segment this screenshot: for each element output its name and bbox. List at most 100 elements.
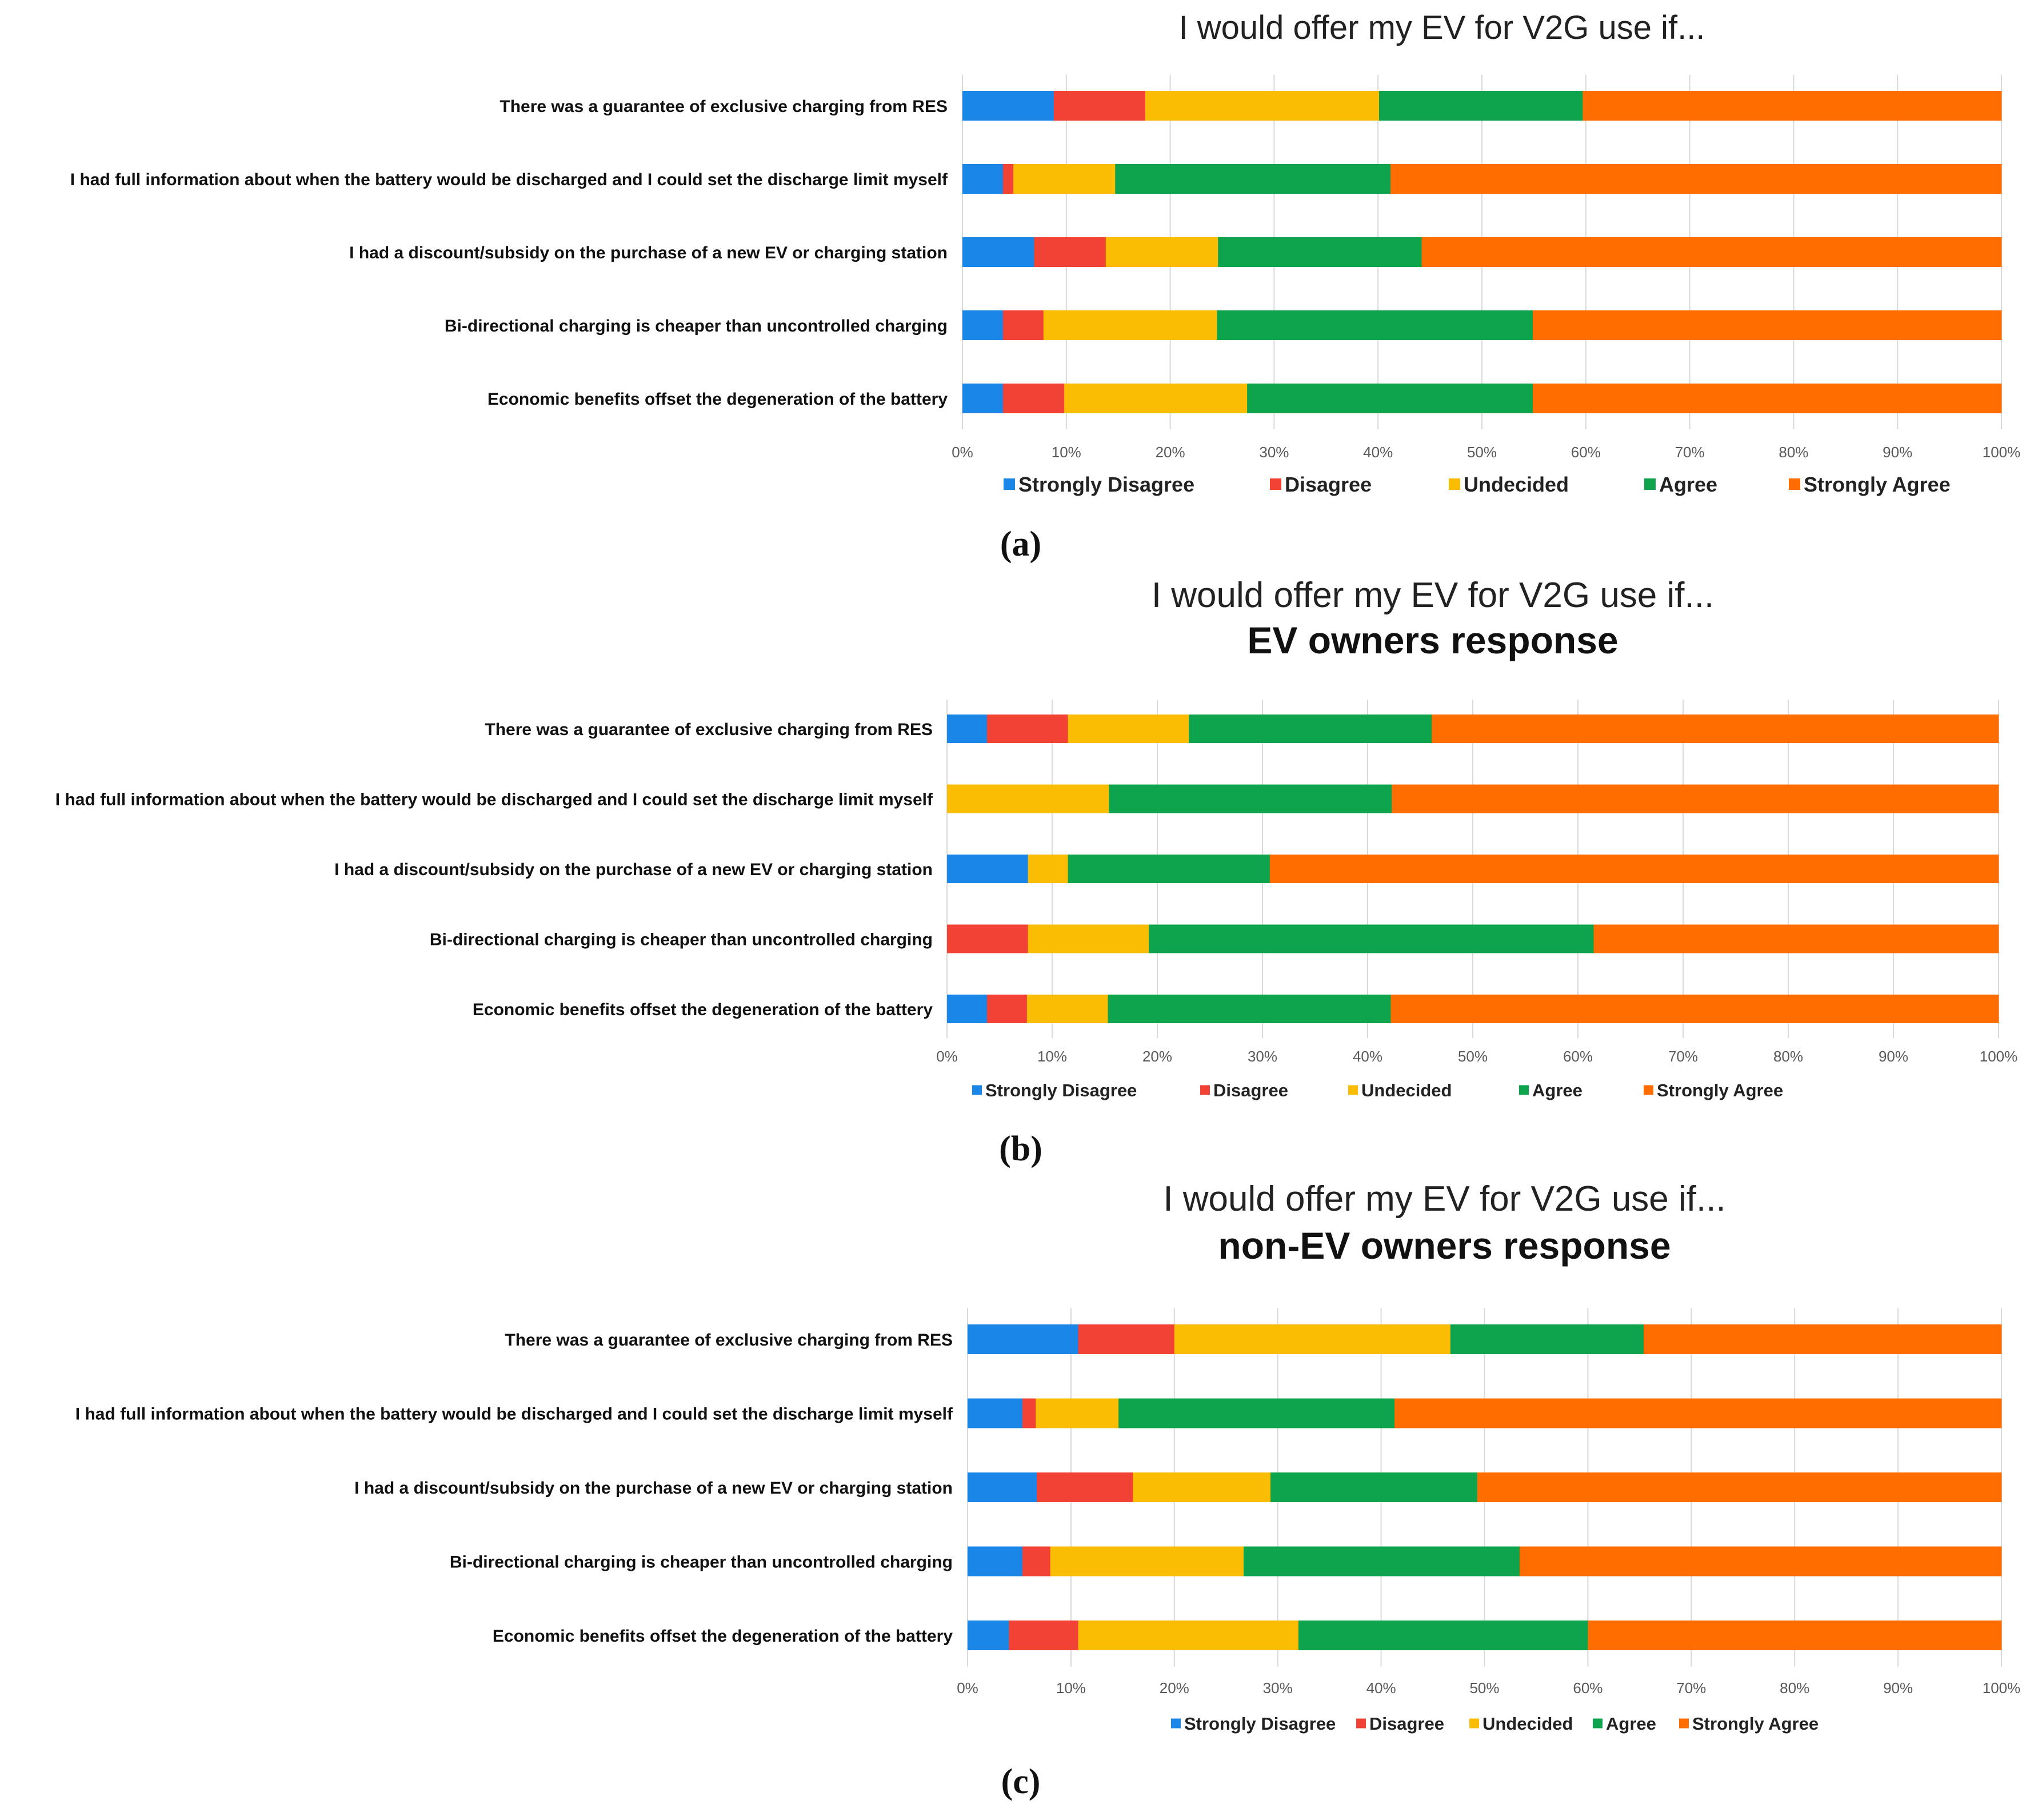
bar-segment [962, 237, 1034, 267]
bar-segment [1149, 924, 1595, 953]
bar-segment [1533, 384, 2002, 413]
x-tick-label: 100% [1980, 1048, 2018, 1065]
legend-label: Strongly Disagree [985, 1080, 1137, 1100]
legend-label: Undecided [1361, 1080, 1452, 1100]
x-tick-label: 10% [1037, 1048, 1067, 1065]
bar-segment [968, 1398, 1023, 1428]
category-label: Bi-directional charging is cheaper than … [430, 930, 933, 949]
x-tick-label: 40% [1363, 444, 1393, 461]
legend-swatch [1789, 478, 1800, 490]
bar-segment [1068, 715, 1189, 743]
x-tick-label: 50% [1458, 1048, 1488, 1065]
bar-segment [1109, 784, 1392, 813]
category-label: Bi-directional charging is cheaper than … [445, 317, 948, 336]
bar-segment [986, 995, 1028, 1023]
bar-segment [1298, 1621, 1588, 1650]
bar-segment [1118, 1398, 1395, 1428]
bar-segment [1145, 91, 1380, 121]
x-tick-label: 10% [1052, 444, 1081, 461]
legend-label: Strongly Disagree [1018, 473, 1194, 496]
bar-segment [1068, 855, 1270, 883]
x-tick-label: 90% [1879, 1048, 1908, 1065]
legend-swatch [972, 1085, 982, 1095]
x-tick-label: 40% [1353, 1048, 1382, 1065]
bar-segment [1379, 91, 1583, 121]
bar-segment [1390, 995, 1999, 1023]
category-label: I had a discount/subsidy on the purchase… [349, 244, 948, 262]
bar-segment [1043, 310, 1217, 340]
x-tick-label: 0% [936, 1048, 958, 1065]
chart-panel-c: I would offer my EV for V2G use if... non… [75, 1179, 2021, 1801]
bar-segment [1247, 384, 1533, 413]
bar-segment [1064, 384, 1248, 413]
x-tick-label: 60% [1563, 1048, 1593, 1065]
category-label: There was a guarantee of exclusive charg… [505, 1331, 953, 1350]
bar-segment [1028, 924, 1149, 953]
panel-label: (a) [1000, 525, 1041, 564]
x-tick-label: 0% [952, 444, 973, 461]
legend-label: Disagree [1369, 1714, 1444, 1734]
chart-title: I would offer my EV for V2G use if... [1179, 9, 1705, 46]
bar-segment [1477, 1472, 2002, 1502]
x-tick-label: 60% [1571, 444, 1601, 461]
x-tick-label: 70% [1668, 1048, 1698, 1065]
category-label: Economic benefits offset the degeneratio… [493, 1627, 953, 1646]
x-tick-label: 20% [1156, 444, 1185, 461]
legend-label: Agree [1532, 1080, 1583, 1100]
bar-segment [1133, 1472, 1271, 1502]
bar-segment [1108, 995, 1391, 1023]
bar-segment [962, 164, 1004, 194]
bar-segment [1390, 164, 2002, 194]
bar-segment [1028, 855, 1069, 883]
legend-label: Undecided [1464, 473, 1569, 496]
x-tick-label: 70% [1676, 1679, 1706, 1697]
chart-title: I would offer my EV for V2G use if... [1163, 1179, 1725, 1219]
bar-segment [1520, 1546, 2002, 1576]
legend-swatch [1200, 1085, 1210, 1095]
x-tick-label: 70% [1675, 444, 1705, 461]
bar-segment [962, 91, 1054, 121]
legend-label: Strongly Agree [1692, 1714, 1819, 1734]
x-tick-label: 20% [1142, 1048, 1172, 1065]
bar-segment [1115, 164, 1391, 194]
bar-segment [968, 1621, 1009, 1650]
legend-swatch [1356, 1718, 1366, 1729]
category-label: I had full information about when the ba… [70, 170, 948, 189]
x-tick-label: 30% [1263, 1679, 1293, 1697]
x-tick-label: 0% [957, 1679, 978, 1697]
x-tick-label: 30% [1259, 444, 1289, 461]
legend-swatch [1171, 1718, 1181, 1729]
bar-segment [1644, 1324, 2002, 1354]
bar-segment [1432, 715, 1999, 743]
bar-segment [1022, 1398, 1036, 1428]
bar-segment [1189, 715, 1432, 743]
x-tick-label: 100% [1983, 1679, 2021, 1697]
chart-panel-b: I would offer my EV for V2G use if... EV … [55, 576, 2018, 1168]
category-label: Economic benefits offset the degeneratio… [473, 1000, 933, 1019]
x-tick-label: 80% [1773, 1048, 1803, 1065]
legend-swatch [1469, 1718, 1479, 1729]
legend-swatch [1519, 1085, 1529, 1095]
bar-segment [1002, 384, 1065, 413]
legend-label: Undecided [1482, 1714, 1573, 1734]
category-label: Economic benefits offset the degeneratio… [487, 390, 948, 409]
legend-label: Strongly Agree [1804, 473, 1951, 496]
bar-segment [1588, 1621, 2002, 1650]
bar-segment [1394, 1398, 2002, 1428]
bar-segment [1034, 237, 1106, 267]
legend-swatch [1449, 478, 1460, 490]
legend-swatch [1270, 478, 1281, 490]
bar-segment [1078, 1621, 1299, 1650]
x-tick-label: 40% [1366, 1679, 1396, 1697]
bar-segment [1533, 310, 2002, 340]
bar-segment [1009, 1621, 1079, 1650]
x-tick-label: 30% [1248, 1048, 1277, 1065]
bar-segment [1037, 1472, 1133, 1502]
legend-swatch [1679, 1718, 1689, 1729]
category-label: I had a discount/subsidy on the purchase… [354, 1479, 953, 1498]
legend-label: Agree [1659, 473, 1717, 496]
bar-segment [1217, 310, 1533, 340]
legend-swatch [1644, 1085, 1653, 1095]
bar-segment [986, 715, 1069, 743]
category-label: I had full information about when the ba… [75, 1404, 953, 1423]
